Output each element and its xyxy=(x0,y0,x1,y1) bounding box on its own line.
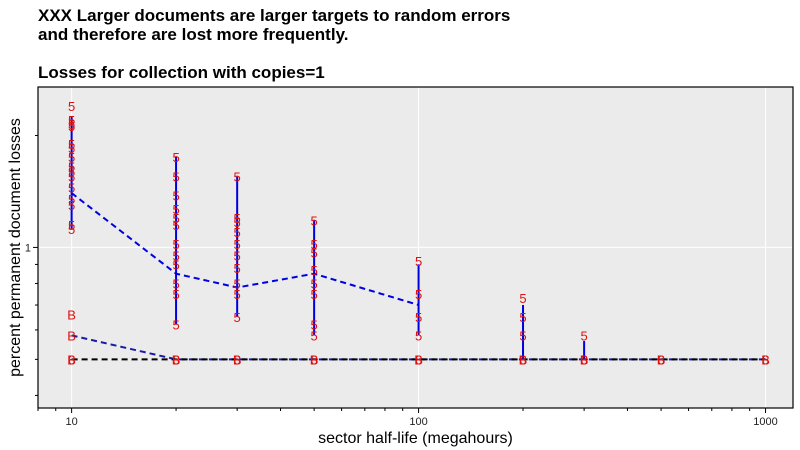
data-point: 5 xyxy=(311,318,318,333)
data-point: 5 xyxy=(234,276,241,291)
data-point: 5 xyxy=(234,237,241,252)
data-point: B xyxy=(519,352,528,367)
data-point: 6 xyxy=(657,352,664,367)
data-point: 5 xyxy=(68,99,75,114)
data-point: 5 xyxy=(234,170,241,185)
x-tick-label: 1000 xyxy=(753,416,777,428)
data-point: B xyxy=(67,308,76,323)
data-point: 5 xyxy=(172,150,179,165)
data-point: 5 xyxy=(68,198,75,213)
data-point: 5 xyxy=(311,263,318,278)
grid-lines xyxy=(38,87,793,408)
data-point: 5 xyxy=(519,291,526,306)
data-point: 5 xyxy=(415,328,422,343)
data-point: 5 xyxy=(68,150,75,165)
data-point: 5 xyxy=(172,237,179,252)
data-point: 5 xyxy=(68,165,75,180)
data-point: 5 xyxy=(172,257,179,272)
data-point: B xyxy=(67,352,76,367)
data-point: 5 xyxy=(311,245,318,260)
data-point: 5 xyxy=(172,249,179,264)
data-point: 5 xyxy=(68,137,75,152)
chart-title-line-2: and therefore are lost more frequently. xyxy=(38,25,349,44)
y-tick-label: 1 xyxy=(25,242,31,254)
data-point: 5 xyxy=(172,202,179,217)
data-point: 5 xyxy=(68,141,75,156)
data-point: 5 xyxy=(172,287,179,302)
data-point: 6 xyxy=(519,352,526,367)
data-point: 6 xyxy=(580,352,587,367)
data-point: 5 xyxy=(68,180,75,195)
data-point: 5 xyxy=(234,215,241,230)
data-point: 6 xyxy=(415,352,422,367)
data-point: 5 xyxy=(234,225,241,240)
data-point: 5 xyxy=(519,310,526,325)
data-point: 6 xyxy=(172,352,179,367)
data-point: 5 xyxy=(68,222,75,237)
data-points: 5555555555555555555555555555555555555555… xyxy=(67,99,770,367)
data-point: B xyxy=(657,352,666,367)
data-point: 5 xyxy=(68,160,75,175)
data-point: 5 xyxy=(234,261,241,276)
data-point: 5 xyxy=(68,119,75,134)
data-point: 6 xyxy=(234,352,241,367)
data-point: B xyxy=(414,352,423,367)
data-point: 5 xyxy=(234,287,241,302)
data-point: B xyxy=(67,328,76,343)
data-point: 5 xyxy=(311,287,318,302)
data-point: 5 xyxy=(172,188,179,203)
x-tick-label: 10 xyxy=(65,416,77,428)
data-point: 5 xyxy=(234,211,241,226)
y-axis-label: percent permanent document losses xyxy=(7,118,24,377)
data-point: 6 xyxy=(311,352,318,367)
data-point: 6 xyxy=(762,352,769,367)
chart-subtitle: Losses for collection with copies=1 xyxy=(38,63,325,82)
data-point: 6 xyxy=(68,352,75,367)
data-point: B xyxy=(310,352,319,367)
data-point: 5 xyxy=(311,237,318,252)
data-point: 5 xyxy=(172,170,179,185)
data-point: 5 xyxy=(311,276,318,291)
data-point: 5 xyxy=(68,218,75,233)
x-axis-label: sector half-life (megahours) xyxy=(318,430,513,447)
data-point: B xyxy=(172,352,181,367)
data-point: 5 xyxy=(68,117,75,132)
data-point: 5 xyxy=(415,310,422,325)
data-point: 5 xyxy=(172,318,179,333)
data-point: 5 xyxy=(172,218,179,233)
data-point: 5 xyxy=(234,310,241,325)
whiskers xyxy=(70,116,586,360)
x-tick-label: 100 xyxy=(409,416,427,428)
data-point: 5 xyxy=(415,287,422,302)
chart-title-line-1: XXX Larger documents are larger targets … xyxy=(38,6,511,25)
data-point: 5 xyxy=(234,249,241,264)
data-point: 5 xyxy=(68,113,75,128)
data-point: B xyxy=(233,352,242,367)
data-point: 5 xyxy=(415,254,422,269)
data-point: B xyxy=(761,352,770,367)
data-point: 5 xyxy=(580,328,587,343)
data-point: 5 xyxy=(311,328,318,343)
data-point: 5 xyxy=(172,276,179,291)
data-point: 5 xyxy=(68,192,75,207)
data-point: 5 xyxy=(519,328,526,343)
data-point: 5 xyxy=(68,170,75,185)
data-point: 5 xyxy=(172,211,179,226)
axis-ticks: 10 100 1000 1 xyxy=(25,134,778,428)
data-point: B xyxy=(580,352,589,367)
data-point: 5 xyxy=(311,214,318,229)
